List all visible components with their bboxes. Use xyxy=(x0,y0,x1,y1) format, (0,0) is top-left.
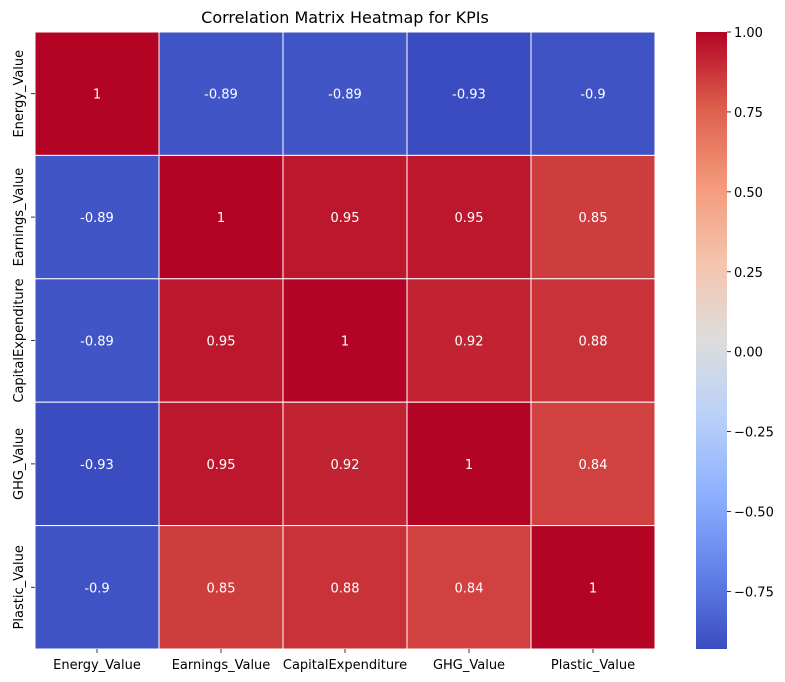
cell-value-label: -0.93 xyxy=(80,458,114,473)
cell-value-label: -0.9 xyxy=(580,88,605,103)
cell-value-label: 0.92 xyxy=(331,458,360,473)
colorbar-tick-label: −0.50 xyxy=(734,506,774,521)
colorbar-tick-label: −0.25 xyxy=(734,426,774,441)
colorbar-tick-label: −0.75 xyxy=(734,585,774,600)
x-tick-label: Earnings_Value xyxy=(172,658,271,673)
y-tick-label: Energy_Value xyxy=(12,50,27,138)
heatmap-cell xyxy=(34,525,160,650)
cell-value-label: -0.89 xyxy=(328,88,362,103)
x-tick-label: Energy_Value xyxy=(53,658,141,673)
cell-value-label: 1 xyxy=(465,458,473,473)
cell-value-label: -0.89 xyxy=(80,211,114,226)
y-tick-label: CapitalExpenditure xyxy=(12,278,27,402)
y-tick-label: Plastic_Value xyxy=(12,545,27,629)
heatmap-cell xyxy=(282,154,408,280)
heatmap-cell xyxy=(530,278,656,403)
cell-value-label: 0.88 xyxy=(331,581,360,596)
cell-value-label: 0.95 xyxy=(207,458,236,473)
y-tick-label: Earnings_Value xyxy=(12,168,27,267)
heatmap-cell xyxy=(158,401,284,527)
x-tick-label: GHG_Value xyxy=(433,658,505,673)
cell-value-label: -0.9 xyxy=(84,581,109,596)
heatmap-cell xyxy=(282,401,408,527)
colorbar-tick-label: 0.00 xyxy=(734,346,763,361)
x-tick-label: CapitalExpenditure xyxy=(283,658,407,673)
heatmap-cell xyxy=(530,525,656,650)
heatmap-cell xyxy=(282,278,408,403)
heatmap-cell xyxy=(530,401,656,527)
cell-value-label: -0.93 xyxy=(452,88,486,103)
y-axis: Energy_Value Earnings_Value CapitalExpendi… xyxy=(12,50,35,629)
colorbar-gradient xyxy=(696,32,727,649)
cell-value-label: 0.95 xyxy=(331,211,360,226)
heatmap-cell xyxy=(406,278,532,403)
cell-value-label: 1 xyxy=(93,88,101,103)
cell-value-label: -0.89 xyxy=(204,88,238,103)
colorbar-tick-label: 1.00 xyxy=(734,26,763,41)
cell-value-label: 0.95 xyxy=(455,211,484,226)
cell-value-label: 0.84 xyxy=(455,581,484,596)
cell-value-label: 0.88 xyxy=(579,335,608,350)
y-tick-label: GHG_Value xyxy=(12,428,27,500)
colorbar-tick-label: 0.25 xyxy=(734,266,763,281)
heatmap-cell xyxy=(530,31,656,156)
colorbar-tick-label: 0.50 xyxy=(734,186,763,201)
x-tick-label: Plastic_Value xyxy=(551,658,635,673)
chart-title: Correlation Matrix Heatmap for KPIs xyxy=(201,8,489,27)
cell-value-label: 1 xyxy=(589,581,597,596)
cell-value-label: 0.85 xyxy=(207,581,236,596)
heatmap-cell xyxy=(34,154,160,280)
cell-value-label: -0.89 xyxy=(80,335,114,350)
cell-value-label: 0.92 xyxy=(455,335,484,350)
cell-value-label: 1 xyxy=(341,335,349,350)
colorbar-tick-label: 0.75 xyxy=(734,106,763,121)
cell-value-label: 0.95 xyxy=(207,335,236,350)
heatmap-cell xyxy=(158,31,284,156)
heatmap-cell xyxy=(530,154,656,280)
heatmap-cell xyxy=(406,401,532,527)
heatmap-cell xyxy=(406,31,532,156)
cell-value-label: 1 xyxy=(217,211,225,226)
heatmap-cell xyxy=(158,278,284,403)
heatmap-cell xyxy=(282,525,408,650)
heatmap-cell xyxy=(158,525,284,650)
heatmap-cells: 1 -0.89 -0.89 -0.93 -0.9 -0.89 1 0.95 0.95 0.85 -0… xyxy=(34,31,656,650)
cell-value-label: 0.84 xyxy=(579,458,608,473)
heatmap-cell xyxy=(282,31,408,156)
cell-value-label: 0.85 xyxy=(579,211,608,226)
x-axis: Energy_Value Earnings_Value CapitalExpendi… xyxy=(53,649,635,673)
heatmap-cell xyxy=(34,31,160,156)
colorbar: 1.00 0.75 0.50 0.25 0.00 −0.25 −0.50 −0.75 xyxy=(696,26,774,649)
